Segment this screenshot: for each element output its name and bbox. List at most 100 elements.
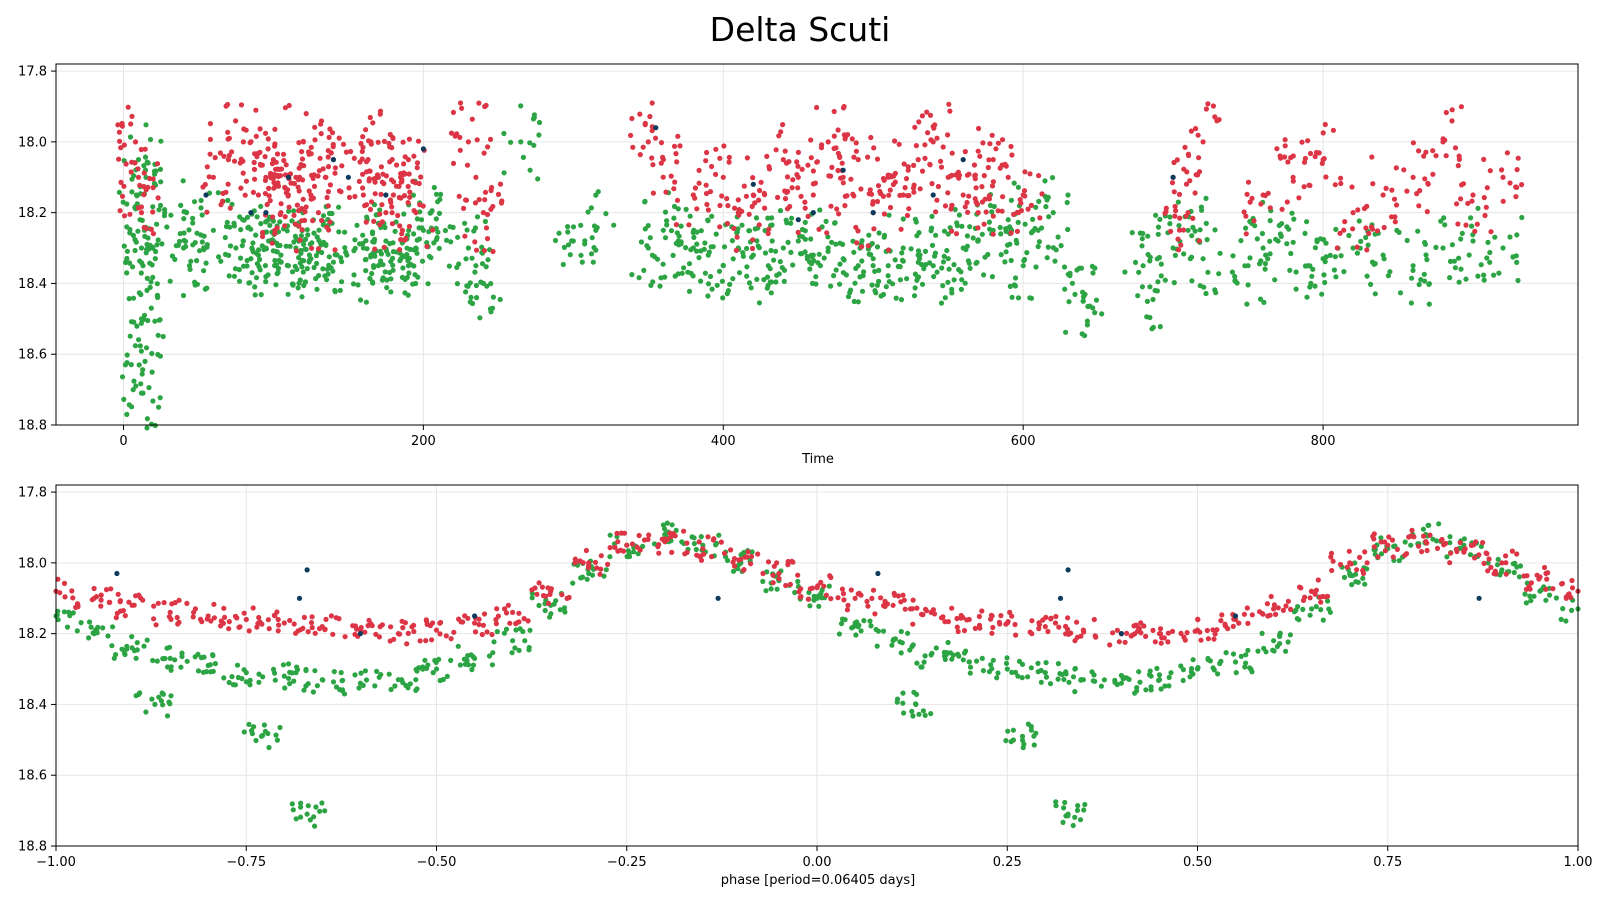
data-point — [305, 232, 311, 238]
data-point — [927, 112, 934, 118]
data-point — [731, 563, 738, 569]
data-point — [817, 207, 823, 213]
data-point — [1042, 178, 1048, 184]
data-point — [1258, 201, 1264, 207]
data-point — [662, 209, 669, 215]
data-point — [1488, 564, 1494, 571]
data-point — [1330, 558, 1336, 564]
data-point — [598, 553, 604, 559]
data-point — [126, 296, 132, 302]
data-point — [698, 248, 704, 254]
data-point — [593, 192, 599, 198]
data-point — [780, 122, 786, 128]
data-point — [284, 228, 290, 234]
data-point — [103, 587, 110, 593]
data-point — [301, 241, 307, 247]
data-point — [890, 602, 896, 608]
data-point — [155, 351, 161, 358]
data-point — [61, 609, 67, 615]
data-point — [1341, 227, 1347, 233]
data-point — [158, 179, 164, 185]
data-point — [105, 633, 111, 639]
data-point — [547, 591, 553, 598]
data-point — [934, 197, 940, 203]
data-point — [749, 254, 755, 260]
data-point — [703, 158, 709, 164]
data-point — [970, 235, 976, 241]
data-point — [140, 367, 146, 373]
data-point — [190, 614, 196, 620]
data-point — [1187, 674, 1193, 680]
data-point — [350, 623, 356, 629]
data-point — [1243, 231, 1249, 237]
y-tick-label: 18.6 — [18, 769, 47, 784]
data-point — [835, 150, 842, 156]
data-point — [318, 131, 324, 137]
data-point — [1369, 226, 1376, 232]
data-point — [278, 166, 285, 172]
data-point — [308, 144, 314, 150]
data-point — [1181, 251, 1187, 257]
data-point — [1329, 567, 1335, 574]
data-point — [115, 122, 121, 128]
data-point — [1541, 564, 1548, 571]
data-point — [882, 603, 888, 610]
data-point — [591, 223, 598, 229]
data-point — [1544, 576, 1550, 582]
data-point — [300, 269, 306, 275]
data-point — [579, 259, 585, 265]
data-point — [289, 281, 295, 287]
data-point — [521, 616, 527, 622]
data-point — [705, 218, 711, 224]
data-point — [372, 191, 378, 197]
data-point — [136, 290, 142, 296]
data-point — [367, 114, 373, 121]
data-point — [1265, 256, 1271, 262]
data-point — [207, 151, 213, 157]
data-point — [391, 636, 397, 642]
data-point — [399, 176, 405, 183]
data-point — [250, 605, 256, 611]
data-point — [293, 816, 299, 822]
data-point — [777, 208, 784, 214]
data-point — [859, 244, 865, 250]
data-point — [835, 167, 841, 174]
data-point — [257, 256, 263, 263]
data-point — [808, 236, 814, 242]
data-point — [1013, 632, 1019, 638]
data-point — [1438, 218, 1444, 224]
data-point — [688, 247, 694, 253]
data-point — [1154, 256, 1160, 262]
data-point — [979, 199, 986, 205]
data-point — [1371, 536, 1377, 542]
data-point — [1136, 269, 1142, 275]
data-point — [655, 544, 661, 550]
data-point — [628, 132, 634, 138]
data-point — [363, 268, 369, 274]
data-point — [312, 668, 318, 674]
data-point — [440, 676, 446, 683]
data-point — [975, 225, 981, 231]
data-point — [929, 181, 935, 187]
data-point — [536, 132, 542, 138]
data-point — [132, 343, 138, 349]
data-point — [188, 258, 194, 264]
data-point — [1308, 280, 1314, 286]
data-point — [729, 238, 736, 244]
data-point — [536, 602, 542, 609]
data-point — [972, 196, 978, 202]
data-point — [740, 567, 747, 573]
data-point — [750, 175, 756, 181]
data-point — [220, 620, 226, 626]
data-point — [962, 149, 968, 155]
data-point — [270, 218, 276, 224]
data-point — [1463, 222, 1469, 228]
data-point — [243, 178, 249, 184]
data-point — [1308, 588, 1314, 595]
data-point — [316, 168, 322, 174]
data-point — [131, 648, 138, 654]
data-point — [482, 218, 488, 225]
data-point — [975, 148, 981, 154]
data-point — [1009, 152, 1015, 158]
data-point — [998, 231, 1004, 237]
